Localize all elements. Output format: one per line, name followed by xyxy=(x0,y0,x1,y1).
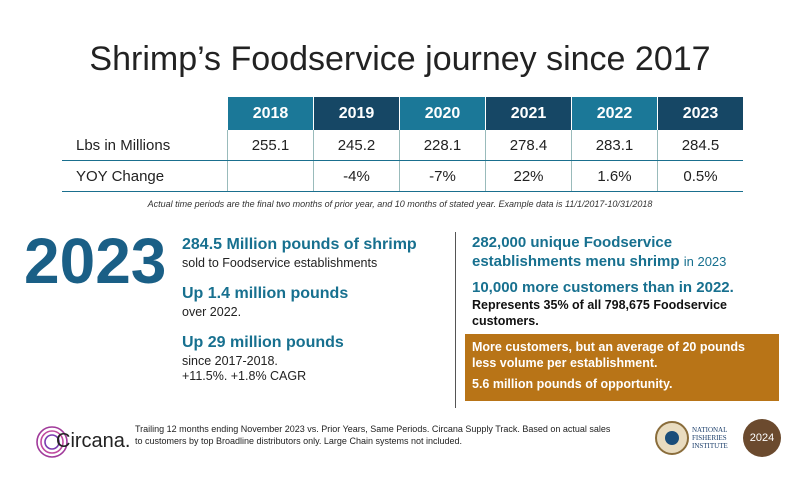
right-headline-suffix: in 2023 xyxy=(683,254,727,269)
row-label: Lbs in Millions xyxy=(62,130,228,161)
table-cell: -4% xyxy=(313,160,400,192)
callout-text: less volume per establishment. xyxy=(472,356,658,370)
brand-icon xyxy=(36,426,68,458)
left-line: since 2017-2018. xyxy=(182,354,278,368)
table-cell: 255.1 xyxy=(227,130,314,161)
column-header: 2022 xyxy=(571,97,658,130)
nfi-word: INSTITUTE xyxy=(692,442,728,450)
right-detail: customers. xyxy=(472,314,539,328)
right-subhead: 10,000 more customers than in 2022. xyxy=(472,279,734,296)
table-cell xyxy=(227,160,314,192)
right-headline: establishments menu shrimp xyxy=(472,253,680,270)
nfi-word: FISHERIES xyxy=(692,434,727,442)
footer-text: to customers by top Broadline distributo… xyxy=(135,436,462,446)
left-line: over 2022. xyxy=(182,305,242,319)
badge-2024: 2024 xyxy=(743,419,781,457)
table-note: Actual time periods are the final two mo… xyxy=(147,199,653,209)
left-headline: Up 29 million pounds xyxy=(182,334,344,351)
header-row: 2018 2019 2020 2021 2022 2023 xyxy=(62,97,743,130)
nfi-text: NATIONAL FISHERIES INSTITUTE xyxy=(692,426,728,450)
callout-text: 5.6 million pounds of opportunity. xyxy=(472,377,673,391)
table-cell: 1.6% xyxy=(571,160,658,192)
callout-text: More customers, but an average of 20 pou… xyxy=(472,340,745,354)
brand-name: Circana. xyxy=(56,430,131,452)
table-cell: 228.1 xyxy=(399,130,486,161)
table-cell: 278.4 xyxy=(485,130,572,161)
right-detail: Represents 35% of all 798,675 Foodservic… xyxy=(472,298,727,312)
nfi-logo xyxy=(655,421,689,455)
column-header: 2023 xyxy=(657,97,743,130)
table-cell: 284.5 xyxy=(657,130,743,161)
left-line: +11.5%. +1.8% CAGR xyxy=(182,369,307,383)
row-label: YOY Change xyxy=(62,160,228,192)
divider xyxy=(455,232,456,408)
data-table: 2018 2019 2020 2021 2022 2023 Lbs in Millions 2… xyxy=(62,97,743,192)
column-header: 2021 xyxy=(485,97,572,130)
left-line: sold to Foodservice establishments xyxy=(182,256,378,270)
column-header: 2018 xyxy=(227,97,314,130)
table-cell: -7% xyxy=(399,160,486,192)
title: Shrimp’s Foodservice journey since 2017 xyxy=(89,40,711,78)
column-header: 2020 xyxy=(399,97,486,130)
table-cell: 245.2 xyxy=(313,130,400,161)
table-cell: 283.1 xyxy=(571,130,658,161)
table-row: Lbs in Millions 255.1 245.2 228.1 278.4 283.1… xyxy=(62,130,743,161)
column-header: 2019 xyxy=(313,97,400,130)
right-headline: 282,000 unique Foodservice xyxy=(472,234,673,251)
callout-box xyxy=(465,334,779,401)
left-headline: Up 1.4 million pounds xyxy=(182,285,349,302)
left-headline: 284.5 Million pounds of shrimp xyxy=(182,236,417,253)
big-year: 2023 xyxy=(24,225,167,297)
nfi-word: NATIONAL xyxy=(692,426,728,434)
corner-cell xyxy=(62,97,228,130)
table-cell: 22% xyxy=(485,160,572,192)
table-cell: 0.5% xyxy=(657,160,743,192)
table-row: YOY Change -4% -7% 22% 1.6% 0.5% xyxy=(62,160,743,192)
right-headline-line: establishments menu shrimp in 2023 xyxy=(472,253,726,270)
footer-text: Trailing 12 months ending November 2023 … xyxy=(135,424,611,434)
